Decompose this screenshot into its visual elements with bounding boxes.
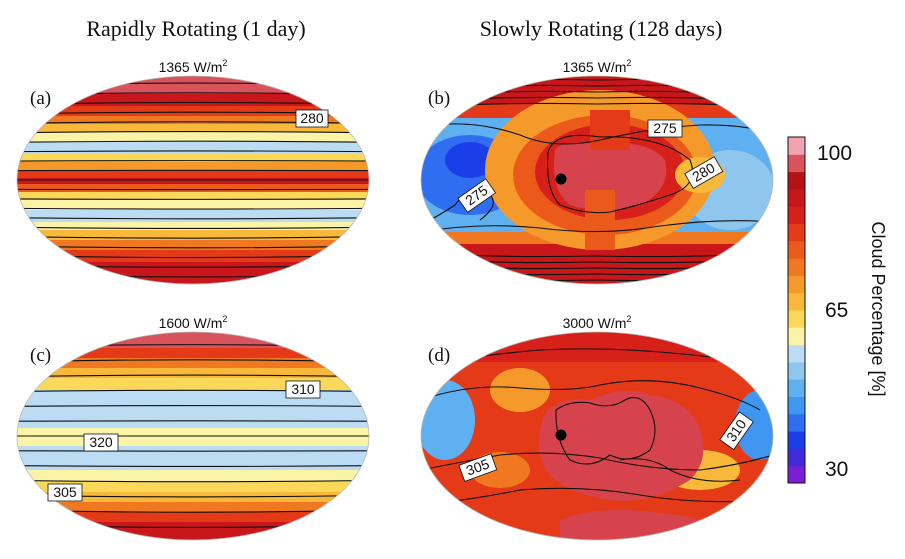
colorbar-cell bbox=[788, 171, 805, 190]
colorbar-cell bbox=[788, 275, 805, 294]
colorbar-cell bbox=[788, 310, 805, 328]
panel-b-map bbox=[421, 76, 773, 284]
contour-line bbox=[17, 389, 369, 392]
panel-a-title: 1365 W/m2 bbox=[159, 58, 228, 75]
panel-c-map bbox=[17, 332, 369, 540]
panel-c-title: 1600 W/m2 bbox=[159, 314, 228, 331]
panel-c-contour-label-1: 310 bbox=[291, 381, 315, 397]
panel-a-label: (a) bbox=[30, 88, 51, 109]
panel-a-contour-label: 280 bbox=[300, 110, 324, 126]
contour-line bbox=[17, 217, 369, 220]
colorbar-cell bbox=[788, 240, 805, 259]
contour-line bbox=[17, 480, 369, 483]
panel-d: 3000 W/m2 (d) 310 bbox=[420, 314, 774, 541]
panel-c-label: (c) bbox=[30, 345, 51, 366]
colorbar-tick-100: 100 bbox=[817, 142, 852, 165]
colorbar-cell bbox=[788, 361, 805, 380]
colorbar: 100 65 30 Cloud Percentage [%] bbox=[787, 136, 888, 484]
panel-a-map bbox=[17, 76, 369, 284]
panel-b: 1365 W/m2 (b) bbox=[420, 58, 774, 285]
colorbar-cell bbox=[788, 379, 805, 397]
column-title-rapid: Rapidly Rotating (1 day) bbox=[86, 16, 305, 41]
colorbar-cell bbox=[788, 292, 805, 311]
colorbar-label: Cloud Percentage [%] bbox=[868, 221, 888, 396]
contour-line bbox=[17, 245, 369, 249]
panel-c: 1600 W/m2 (c) 310 320 305 bbox=[16, 314, 370, 541]
colorbar-cell bbox=[788, 465, 805, 484]
contour-line bbox=[17, 374, 369, 378]
contour-line bbox=[17, 465, 369, 468]
colorbar-cell bbox=[788, 396, 805, 415]
colorbar-cell bbox=[788, 327, 805, 346]
panel-a: 1365 W/m2 (a) bbox=[16, 58, 370, 285]
colorbar-cell bbox=[788, 431, 805, 449]
colorbar-tick-30: 30 bbox=[825, 458, 848, 481]
contour-line bbox=[17, 150, 369, 153]
contour-line bbox=[17, 404, 369, 407]
contour-line bbox=[17, 130, 369, 134]
panel-d-label: (d) bbox=[428, 345, 450, 366]
colorbar-cells bbox=[788, 137, 805, 484]
colorbar-cell bbox=[788, 223, 805, 242]
colorbar-cell bbox=[788, 188, 805, 207]
panel-c-contour-label-3: 305 bbox=[53, 484, 77, 500]
colorbar-cell bbox=[788, 154, 805, 173]
colorbar-cell bbox=[788, 413, 805, 432]
colorbar-cell bbox=[788, 448, 805, 467]
colorbar-cell bbox=[788, 206, 805, 224]
column-title-slow: Slowly Rotating (128 days) bbox=[480, 16, 723, 41]
colorbar-cell bbox=[788, 137, 805, 155]
colorbar-tick-65: 65 bbox=[825, 299, 848, 322]
panel-b-contour-label-1: 275 bbox=[653, 120, 677, 136]
panel-b-label: (b) bbox=[428, 88, 450, 109]
panel-d-contour-label-2: 305 bbox=[464, 455, 492, 478]
panel-c-contour-label-2: 320 bbox=[89, 434, 113, 450]
contour-line bbox=[17, 140, 369, 143]
contour-line bbox=[17, 226, 369, 230]
contour-line bbox=[17, 236, 369, 239]
colorbar-cell bbox=[788, 344, 805, 363]
contour-line bbox=[17, 207, 369, 210]
panel-d-title: 3000 W/m2 bbox=[563, 314, 632, 331]
panel-b-title: 1365 W/m2 bbox=[563, 58, 632, 75]
colorbar-cell bbox=[788, 258, 805, 276]
